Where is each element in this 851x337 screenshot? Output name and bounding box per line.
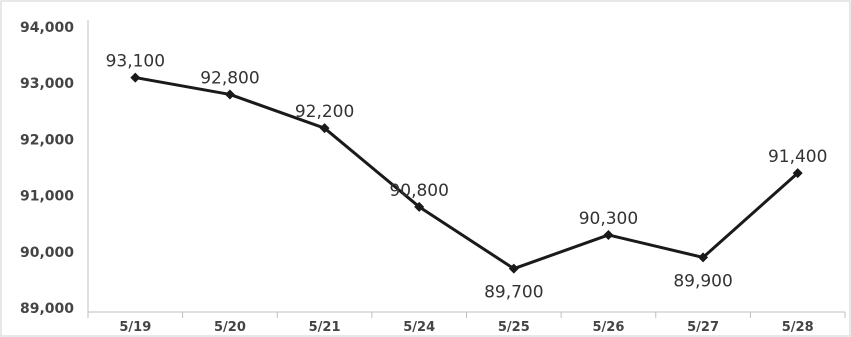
data-label: 91,400 <box>768 147 827 167</box>
series-line-group <box>130 72 803 274</box>
data-label: 89,700 <box>484 283 543 303</box>
y-tick-label: 90,000 <box>20 245 74 261</box>
data-label: 92,200 <box>295 102 354 122</box>
y-tick-label: 92,000 <box>20 132 74 148</box>
data-point-marker <box>224 89 235 100</box>
data-label: 90,800 <box>389 181 448 201</box>
data-label: 92,800 <box>200 68 259 88</box>
data-point-marker <box>414 201 425 212</box>
y-axis-ticks: 89,000 90,000 91,000 92,000 93,000 94,000 <box>20 20 74 317</box>
x-tick-label: 5/28 <box>782 320 814 335</box>
x-tick-label: 5/26 <box>592 320 624 335</box>
data-label: 93,100 <box>106 52 165 72</box>
data-label: 90,300 <box>579 209 638 229</box>
series-line <box>135 76 799 271</box>
y-tick-label: 89,000 <box>20 301 74 317</box>
y-tick-label: 91,000 <box>20 189 74 205</box>
x-tick-label: 5/21 <box>309 320 341 335</box>
data-point-marker <box>792 168 803 179</box>
x-tick-label: 5/24 <box>403 320 435 335</box>
data-point-marker <box>508 263 519 274</box>
data-point-marker <box>603 229 614 240</box>
x-tick-label: 5/25 <box>498 320 530 335</box>
data-point-marker <box>130 72 141 83</box>
data-label: 89,900 <box>673 271 732 291</box>
data-point-marker <box>319 123 330 134</box>
x-tick-label: 5/27 <box>687 320 719 335</box>
y-tick-label: 94,000 <box>20 20 74 36</box>
x-tick-label: 5/19 <box>119 320 151 335</box>
y-tick-label: 93,000 <box>20 76 74 92</box>
x-axis-ticks: 5/19 5/20 5/21 5/24 5/25 5/26 5/27 5/28 <box>87 312 846 335</box>
data-point-marker <box>698 252 709 263</box>
x-tick-label: 5/20 <box>214 320 246 335</box>
data-labels-group: 93,100 92,800 92,200 90,800 89,700 90,300 89,9… <box>106 52 828 303</box>
